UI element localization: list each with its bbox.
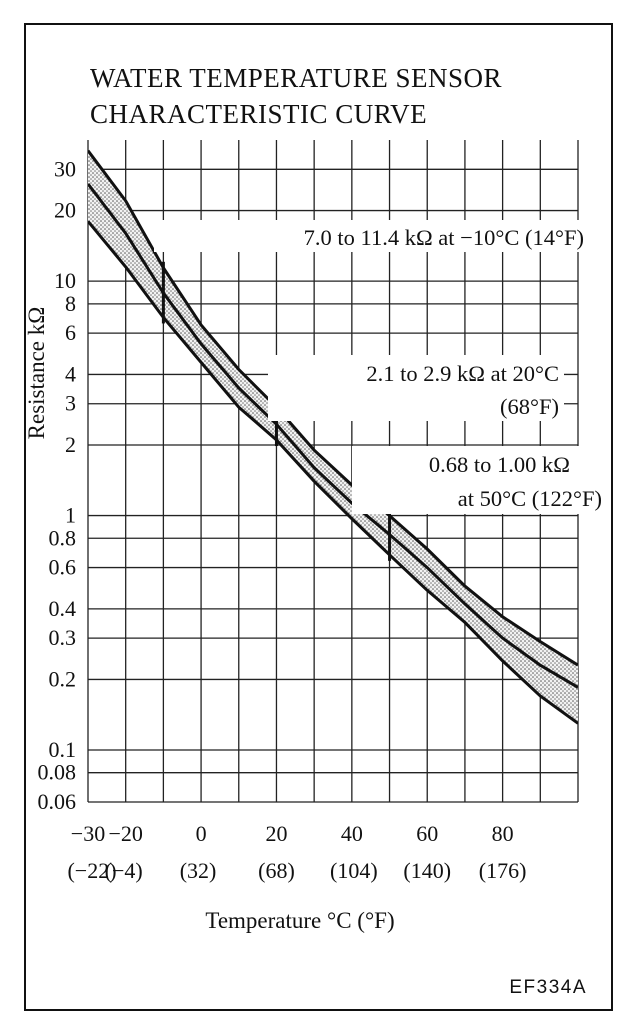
annotation-1-line-1: 7.0 to 11.4 kΩ at −10°C (14°F) (304, 225, 584, 250)
chart-title-line-2: CHARACTERISTIC CURVE (90, 99, 427, 129)
x-tick-label-fahrenheit: (104) (330, 858, 378, 883)
y-tick-label: 2 (65, 432, 76, 457)
x-tick-label-fahrenheit: (176) (479, 858, 527, 883)
x-tick-label-celsius: 0 (196, 821, 207, 846)
x-tick-label-celsius: −20 (108, 821, 142, 846)
annotation-3-line-1: 0.68 to 1.00 kΩ (429, 452, 570, 477)
annotation-2-line-2: (68°F) (500, 394, 559, 419)
nominal-curve (88, 182, 578, 689)
y-axis-label: Resistance kΩ (24, 307, 49, 440)
y-tick-label: 0.06 (38, 789, 77, 814)
tolerance-band (88, 150, 578, 724)
y-tick-label: 0.6 (49, 555, 77, 580)
x-axis-label: Temperature °C (°F) (205, 908, 394, 933)
tolerance-band-fill (88, 150, 578, 724)
annotation-background-1 (154, 220, 586, 252)
x-tick-label-fahrenheit: (32) (180, 858, 217, 883)
y-tick-label: 0.8 (49, 525, 77, 550)
x-tick-label-fahrenheit: (−4) (105, 858, 143, 883)
y-tick-label: 8 (65, 291, 76, 316)
x-tick-label-celsius: 60 (416, 821, 438, 846)
y-tick-label: 4 (65, 361, 76, 386)
x-tick-label-celsius: −30 (71, 821, 105, 846)
y-tick-label: 3 (65, 391, 76, 416)
y-tick-label: 1 (65, 503, 76, 528)
x-tick-label-celsius: 20 (265, 821, 287, 846)
y-tick-label: 0.08 (38, 760, 77, 785)
annotation-3-line-2: at 50°C (122°F) (458, 486, 602, 511)
figure-border (24, 23, 613, 1011)
chart-title-line-1: WATER TEMPERATURE SENSOR (90, 63, 502, 93)
x-tick-labels: −30 (−22) −20 (−4) 0 (32) 20 (68) 40 (104) 60 (140)… (67, 821, 526, 883)
x-tick-label-fahrenheit: (140) (403, 858, 451, 883)
y-tick-label: 30 (54, 156, 76, 181)
x-tick-label-celsius: 40 (341, 821, 363, 846)
y-tick-labels: 30 20 108 6 4 3 2 10.8 0.6 0.4 0.3 0.2 0.10.08 0.06 (38, 156, 77, 814)
x-tick-label-celsius: 80 (492, 821, 514, 846)
y-tick-label: 0.1 (49, 737, 77, 762)
y-tick-label: 0.2 (49, 666, 77, 691)
annotations: 7.0 to 11.4 kΩ at −10°C (14°F) 2.1 to 2.… (154, 220, 606, 514)
y-tick-label: 0.4 (49, 596, 77, 621)
y-tick-label: 10 (54, 268, 76, 293)
y-tick-label: 6 (65, 320, 76, 345)
annotation-background-3 (352, 446, 606, 514)
x-tick-label-fahrenheit: (−22) (67, 858, 116, 883)
annotation-background-2 (268, 355, 564, 421)
y-tick-label: 20 (54, 198, 76, 223)
lower-limit-curve (88, 220, 578, 725)
figure-code: EF334A (509, 977, 587, 998)
series-lines (88, 149, 578, 725)
x-tick-label-fahrenheit: (68) (258, 858, 295, 883)
upper-limit-curve (88, 149, 578, 667)
y-tick-label: 0.3 (49, 625, 77, 650)
annotation-2-line-1: 2.1 to 2.9 kΩ at 20°C (366, 361, 559, 386)
